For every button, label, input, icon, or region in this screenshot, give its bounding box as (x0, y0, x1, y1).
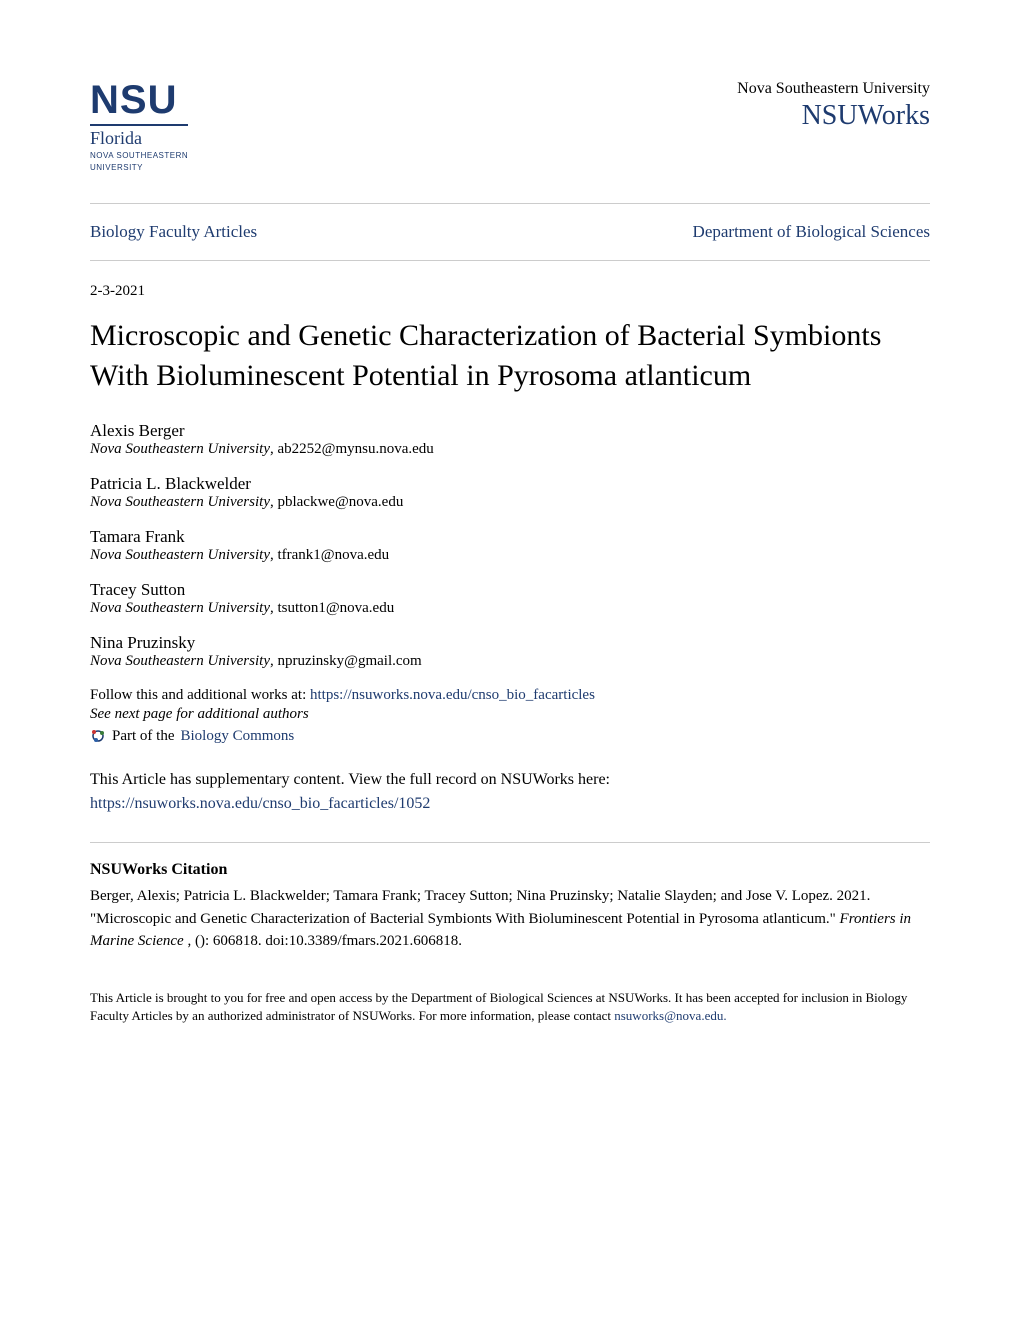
logo-florida: Florida (90, 124, 188, 149)
follow-block: Follow this and additional works at: htt… (90, 686, 930, 747)
author-block: Tracey SuttonNova Southeastern Universit… (90, 580, 930, 617)
author-affiliation: Nova Southeastern University, tsutton1@n… (90, 600, 930, 617)
logo-sub-line1: NOVA SOUTHEASTERN (90, 152, 188, 161)
author-name: Tracey Sutton (90, 580, 930, 600)
citation-body-part1: Berger, Alexis; Patricia L. Blackwelder;… (90, 888, 870, 927)
author-affiliation: Nova Southeastern University, ab2252@myn… (90, 441, 930, 458)
author-email: , npruzinsky@gmail.com (270, 653, 422, 669)
citation-body-part2: , (): 606818. doi:10.3389/fmars.2021.606… (187, 933, 462, 949)
part-of-prefix: Part of the (112, 727, 174, 747)
supplementary-text: This Article has supplementary content. … (90, 771, 610, 788)
nav-row: Biology Faculty Articles Department of B… (90, 222, 930, 242)
divider-top (90, 203, 930, 204)
supplementary-url-link[interactable]: https://nsuworks.nova.edu/cnso_bio_facar… (90, 795, 430, 812)
supplementary-block: This Article has supplementary content. … (90, 768, 930, 816)
footer-text: This Article is brought to you for free … (90, 990, 907, 1024)
citation-body: Berger, Alexis; Patricia L. Blackwelder;… (90, 885, 930, 953)
network-icon (90, 728, 106, 744)
follow-url-link[interactable]: https://nsuworks.nova.edu/cnso_bio_facar… (310, 687, 595, 703)
nav-right-link[interactable]: Department of Biological Sciences (693, 222, 930, 242)
author-email: , tfrank1@nova.edu (270, 547, 389, 563)
author-block: Nina PruzinskyNova Southeastern Universi… (90, 633, 930, 670)
divider-citation (90, 842, 930, 843)
author-email: , pblackwe@nova.edu (270, 494, 403, 510)
article-title: Microscopic and Genetic Characterization… (90, 316, 930, 397)
author-block: Patricia L. BlackwelderNova Southeastern… (90, 474, 930, 511)
footer-contact-link[interactable]: nsuworks@nova.edu. (614, 1008, 726, 1023)
citation-heading: NSUWorks Citation (90, 861, 930, 879)
university-name: Nova Southeastern University (737, 80, 930, 98)
author-email: , tsutton1@nova.edu (270, 600, 394, 616)
author-name: Nina Pruzinsky (90, 633, 930, 653)
commons-row: Part of the Biology Commons (90, 727, 930, 747)
divider-bottom (90, 260, 930, 261)
author-email: , ab2252@mynsu.nova.edu (270, 441, 434, 457)
header-row: NSU Florida NOVA SOUTHEASTERN UNIVERSITY… (90, 80, 930, 173)
authors-list: Alexis BergerNova Southeastern Universit… (90, 421, 930, 670)
repository-link[interactable]: NSUWorks (802, 100, 930, 131)
author-name: Alexis Berger (90, 421, 930, 441)
author-affiliation: Nova Southeastern University, pblackwe@n… (90, 494, 930, 511)
biology-commons-link[interactable]: Biology Commons (180, 727, 294, 747)
nav-left-link[interactable]: Biology Faculty Articles (90, 222, 257, 242)
see-next-authors: See next page for additional authors (90, 706, 309, 722)
logo-main: NSU (90, 80, 188, 120)
footer-note: This Article is brought to you for free … (90, 989, 930, 1027)
follow-prefix: Follow this and additional works at: (90, 687, 310, 703)
publication-date: 2-3-2021 (90, 283, 930, 300)
author-affiliation: Nova Southeastern University, tfrank1@no… (90, 547, 930, 564)
author-name: Tamara Frank (90, 527, 930, 547)
author-block: Tamara FrankNova Southeastern University… (90, 527, 930, 564)
author-name: Patricia L. Blackwelder (90, 474, 930, 494)
citation-block: NSUWorks Citation Berger, Alexis; Patric… (90, 861, 930, 953)
author-block: Alexis BergerNova Southeastern Universit… (90, 421, 930, 458)
author-affiliation: Nova Southeastern University, npruzinsky… (90, 653, 930, 670)
header-right: Nova Southeastern University NSUWorks (737, 80, 930, 132)
logo-sub-line2: UNIVERSITY (90, 164, 188, 173)
logo-block: NSU Florida NOVA SOUTHEASTERN UNIVERSITY (90, 80, 188, 173)
